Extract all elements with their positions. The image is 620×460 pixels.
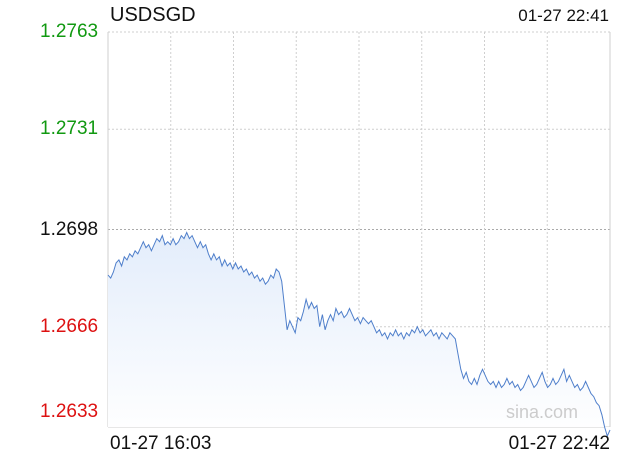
x-tick-start: 01-27 16:03 <box>110 433 212 454</box>
watermark: sina.com <box>506 402 579 422</box>
y-tick-label: 1.2666 <box>40 315 99 337</box>
price-line <box>107 231 611 438</box>
y-tick-label: 1.2731 <box>40 118 99 140</box>
y-tick-label: 1.2698 <box>40 218 99 240</box>
y-tick-label: 1.2763 <box>40 21 99 42</box>
price-area <box>108 232 610 437</box>
x-tick-end: 01-27 22:42 <box>508 433 610 454</box>
chart-title: USDSGD <box>110 4 196 26</box>
y-tick-label: 1.2633 <box>40 401 99 422</box>
timestamp: 01-27 22:41 <box>518 6 609 25</box>
